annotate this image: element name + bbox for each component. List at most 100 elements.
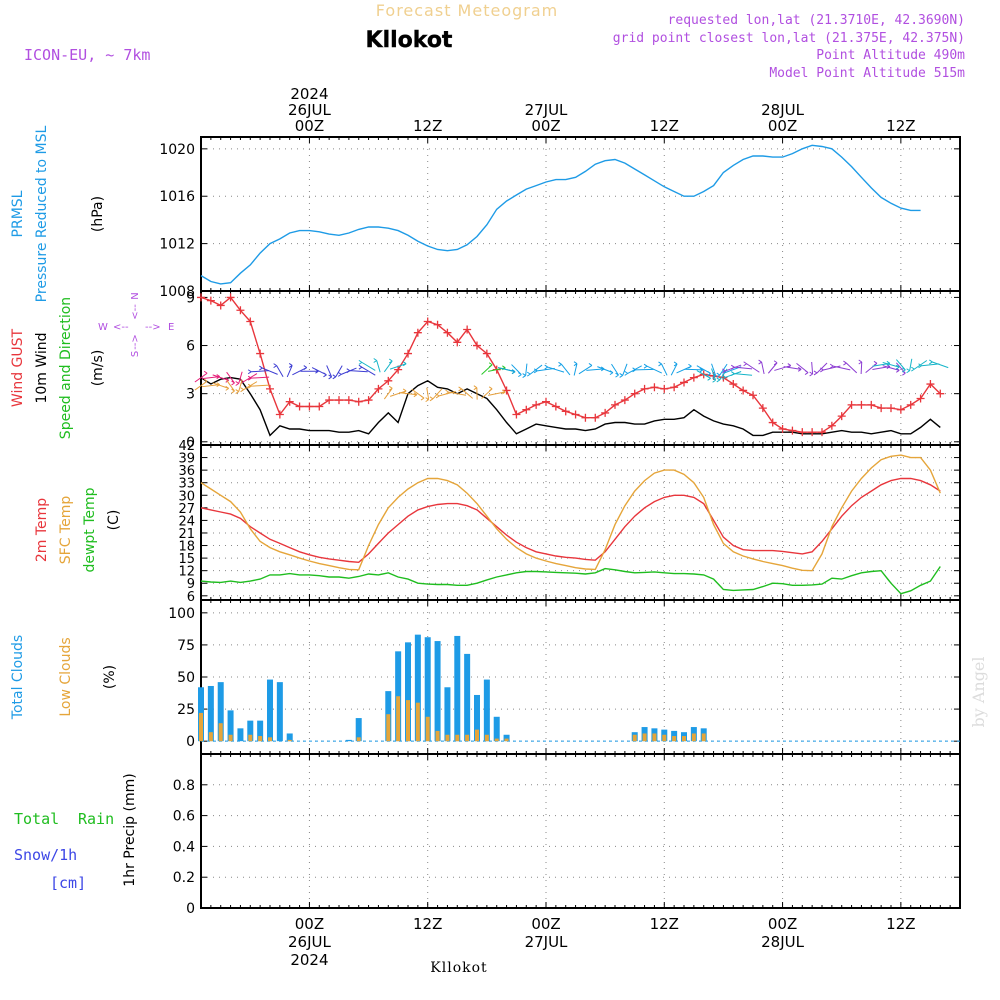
wind-arrow bbox=[544, 364, 565, 373]
panel-frame bbox=[200, 599, 961, 755]
gust-marker bbox=[887, 404, 895, 413]
gust-marker bbox=[867, 400, 876, 409]
gust-marker bbox=[246, 317, 255, 326]
y-tick-label: 0.4 bbox=[173, 839, 195, 855]
wind-arrow bbox=[311, 367, 327, 378]
gust-marker bbox=[482, 349, 491, 358]
low-cloud-bar bbox=[662, 734, 667, 742]
gust-marker bbox=[808, 428, 817, 437]
gust-marker bbox=[689, 373, 698, 382]
panel-frame bbox=[200, 753, 961, 909]
wind-arrow bbox=[624, 365, 642, 376]
low-cloud-bar bbox=[504, 738, 509, 742]
top-time-label: 12Z bbox=[886, 117, 915, 135]
series-line-10m-wind bbox=[200, 376, 941, 437]
wind-arrow bbox=[435, 390, 456, 399]
pressure-label-long: Pressure Reduced to MSL bbox=[34, 125, 50, 302]
top-time-label: 2024 bbox=[290, 85, 328, 103]
wind-arrow bbox=[809, 361, 814, 377]
total-cloud-bar bbox=[276, 682, 283, 742]
series-line-dewpt-temp bbox=[200, 566, 941, 595]
y-tick-label: 50 bbox=[177, 670, 195, 686]
gust-marker bbox=[877, 404, 886, 413]
clouds-panel: 0 25 50 75 100 bbox=[168, 599, 961, 755]
wind-panel: 0 3 6 9 bbox=[186, 290, 961, 451]
series-line-prmsl bbox=[200, 144, 921, 285]
wind-arrow bbox=[194, 378, 208, 391]
wind-arrow bbox=[511, 364, 522, 378]
low-cloud-bar bbox=[494, 738, 499, 742]
gust-marker bbox=[413, 328, 422, 337]
wind-arrow bbox=[358, 359, 376, 371]
wind-arrow bbox=[829, 363, 851, 371]
gust-marker bbox=[660, 384, 669, 393]
compass-east: E bbox=[168, 322, 174, 333]
wind-arrow bbox=[473, 385, 478, 400]
grid-point-coords: grid point closest lon,lat (21.375E, 42.… bbox=[613, 31, 965, 46]
gust-marker bbox=[837, 412, 846, 421]
gust-marker bbox=[561, 407, 570, 416]
gust-marker bbox=[729, 380, 738, 389]
wind-arrow bbox=[597, 366, 614, 376]
series-line-sfc-temp bbox=[200, 454, 941, 572]
low-cloud-bar bbox=[435, 730, 440, 742]
wind-arrow bbox=[383, 385, 393, 400]
low-cloud-bar bbox=[425, 716, 430, 742]
gust-marker bbox=[532, 400, 541, 409]
gust-marker bbox=[551, 402, 560, 411]
wind-arrow bbox=[578, 363, 593, 375]
gust-marker bbox=[601, 408, 610, 417]
wind-arrow bbox=[632, 367, 654, 373]
gust-marker bbox=[630, 389, 639, 398]
total-cloud-bar bbox=[424, 637, 431, 742]
total-cloud-bar bbox=[434, 641, 441, 742]
y-tick-label: 25 bbox=[177, 702, 195, 718]
low-cloud-bar bbox=[691, 733, 696, 742]
gust-marker bbox=[206, 296, 215, 305]
wind-arrow bbox=[858, 359, 863, 375]
wind-arrow bbox=[522, 363, 528, 379]
low-cloud-bar bbox=[682, 736, 686, 742]
gust-marker bbox=[325, 396, 334, 405]
low-cloud-bar bbox=[258, 736, 263, 742]
gust-marker bbox=[758, 404, 767, 413]
total-clouds-label: Total Clouds bbox=[10, 635, 26, 720]
compass-north-arrow: <-- bbox=[130, 304, 141, 320]
low-cloud-bar bbox=[248, 734, 253, 742]
wind-arrow bbox=[730, 364, 753, 370]
series-line-2m-temp bbox=[200, 477, 941, 564]
wind-arrow bbox=[235, 379, 243, 394]
gust-marker bbox=[749, 391, 757, 400]
y-tick-label: 6 bbox=[186, 339, 195, 355]
bottom-time-label: 12Z bbox=[886, 915, 915, 933]
wind-arrow bbox=[226, 379, 235, 394]
wind-arrow bbox=[373, 358, 381, 373]
wind-arrow bbox=[488, 389, 506, 396]
low-cloud-bar bbox=[386, 714, 391, 742]
low-cloud-bar bbox=[356, 737, 361, 742]
wind-arrow bbox=[670, 361, 678, 376]
gust-marker bbox=[335, 396, 343, 405]
wind-arrow bbox=[212, 382, 230, 391]
total-cloud-bar bbox=[483, 679, 490, 742]
wind-arrow bbox=[906, 358, 913, 374]
low-cloud-bar bbox=[652, 733, 657, 742]
precip-snow-label: Snow/1h bbox=[14, 846, 77, 864]
gust-marker bbox=[857, 400, 866, 409]
wind-arrow bbox=[226, 371, 235, 386]
clouds-unit: (%) bbox=[102, 665, 118, 689]
gust-marker bbox=[640, 384, 649, 393]
wind-arrow bbox=[758, 359, 765, 375]
gust-marker bbox=[236, 306, 245, 315]
gust-marker bbox=[611, 400, 619, 409]
bottom-time-label: 28JUL bbox=[761, 933, 804, 951]
top-time-label: 27JUL bbox=[525, 101, 568, 119]
wind-arrow bbox=[240, 373, 258, 385]
low-cloud-bar bbox=[445, 734, 450, 742]
total-cloud-bar bbox=[247, 720, 254, 742]
y-tick-label: 1016 bbox=[159, 189, 195, 205]
total-cloud-bar bbox=[444, 687, 451, 742]
